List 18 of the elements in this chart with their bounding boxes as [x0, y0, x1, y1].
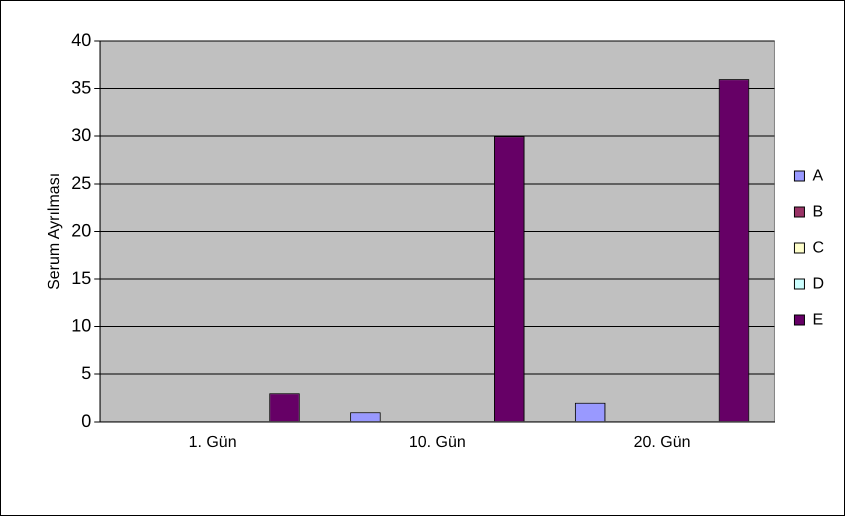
y-tick-label: 15: [71, 268, 92, 288]
y-tick-label: 35: [71, 78, 92, 98]
y-tick-label: 30: [71, 125, 92, 146]
legend-label: C: [812, 239, 824, 256]
y-tick-label: 0: [81, 410, 92, 431]
y-tick-label: 5: [81, 363, 92, 384]
legend-label: B: [812, 203, 824, 220]
legend-label: E: [812, 311, 824, 328]
y-axis-title: Serum Ayrılması: [46, 172, 64, 290]
x-tick-label: 1. Gün: [188, 434, 237, 451]
legend-label: A: [812, 167, 824, 184]
y-tick-label: 10: [71, 316, 92, 336]
x-tick-label: 10. Gün: [408, 434, 466, 451]
y-tick-label: 20: [71, 220, 92, 240]
y-tick-label: 40: [71, 30, 92, 50]
y-tick-label: 25: [71, 172, 92, 193]
legend-label: D: [812, 275, 824, 292]
x-tick-label: 20. Gün: [634, 434, 691, 451]
